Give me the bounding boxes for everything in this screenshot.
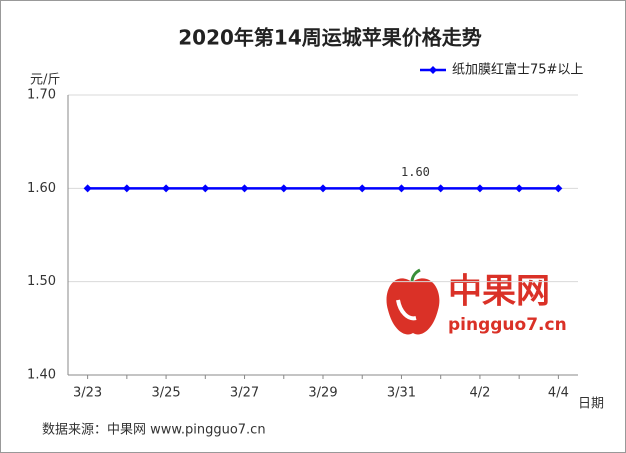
x-tick-label: 3/27	[230, 386, 259, 401]
point	[162, 184, 171, 193]
x-tick-label: 3/31	[387, 386, 416, 401]
watermark-site: pingguo7.cn	[448, 315, 567, 335]
data-label: 1.60	[401, 165, 430, 179]
logo-stem	[410, 268, 421, 283]
point	[475, 184, 484, 193]
x-axis-label: 日期	[578, 397, 604, 412]
point	[83, 184, 92, 193]
point	[436, 184, 445, 193]
point	[515, 184, 524, 193]
watermark-name: 中果网	[448, 272, 550, 312]
y-tick-label: 1.40	[27, 368, 56, 383]
chart-title: 2020年第14周运城苹果价格走势	[178, 26, 482, 50]
x-tick-label: 4/2	[469, 386, 490, 401]
y-tick-label: 1.60	[27, 181, 56, 196]
point	[201, 184, 210, 193]
point	[358, 184, 367, 193]
x-tick-label: 3/23	[73, 386, 102, 401]
point	[240, 184, 249, 193]
x-tick-label: 4/4	[548, 386, 569, 401]
y-axis-label: 元/斤	[30, 73, 60, 88]
point	[397, 184, 406, 193]
point	[279, 184, 288, 193]
legend-marker	[429, 66, 437, 74]
x-tick-label: 3/29	[308, 386, 337, 401]
x-tick-label: 3/25	[151, 386, 180, 401]
point	[319, 184, 327, 193]
source: 数据来源：中果网 www.pingguo7.cn	[42, 423, 266, 438]
logo-apple	[386, 278, 440, 335]
watermark: 中果网 pingguo7.cn	[386, 268, 567, 335]
point	[554, 184, 563, 193]
logo-swirl	[396, 299, 417, 321]
point	[122, 184, 131, 193]
y-tick-label: 1.50	[27, 274, 56, 289]
legend-label: 纸加膜红富士75#以上	[452, 62, 583, 78]
y-tick-label: 1.70	[27, 88, 56, 103]
